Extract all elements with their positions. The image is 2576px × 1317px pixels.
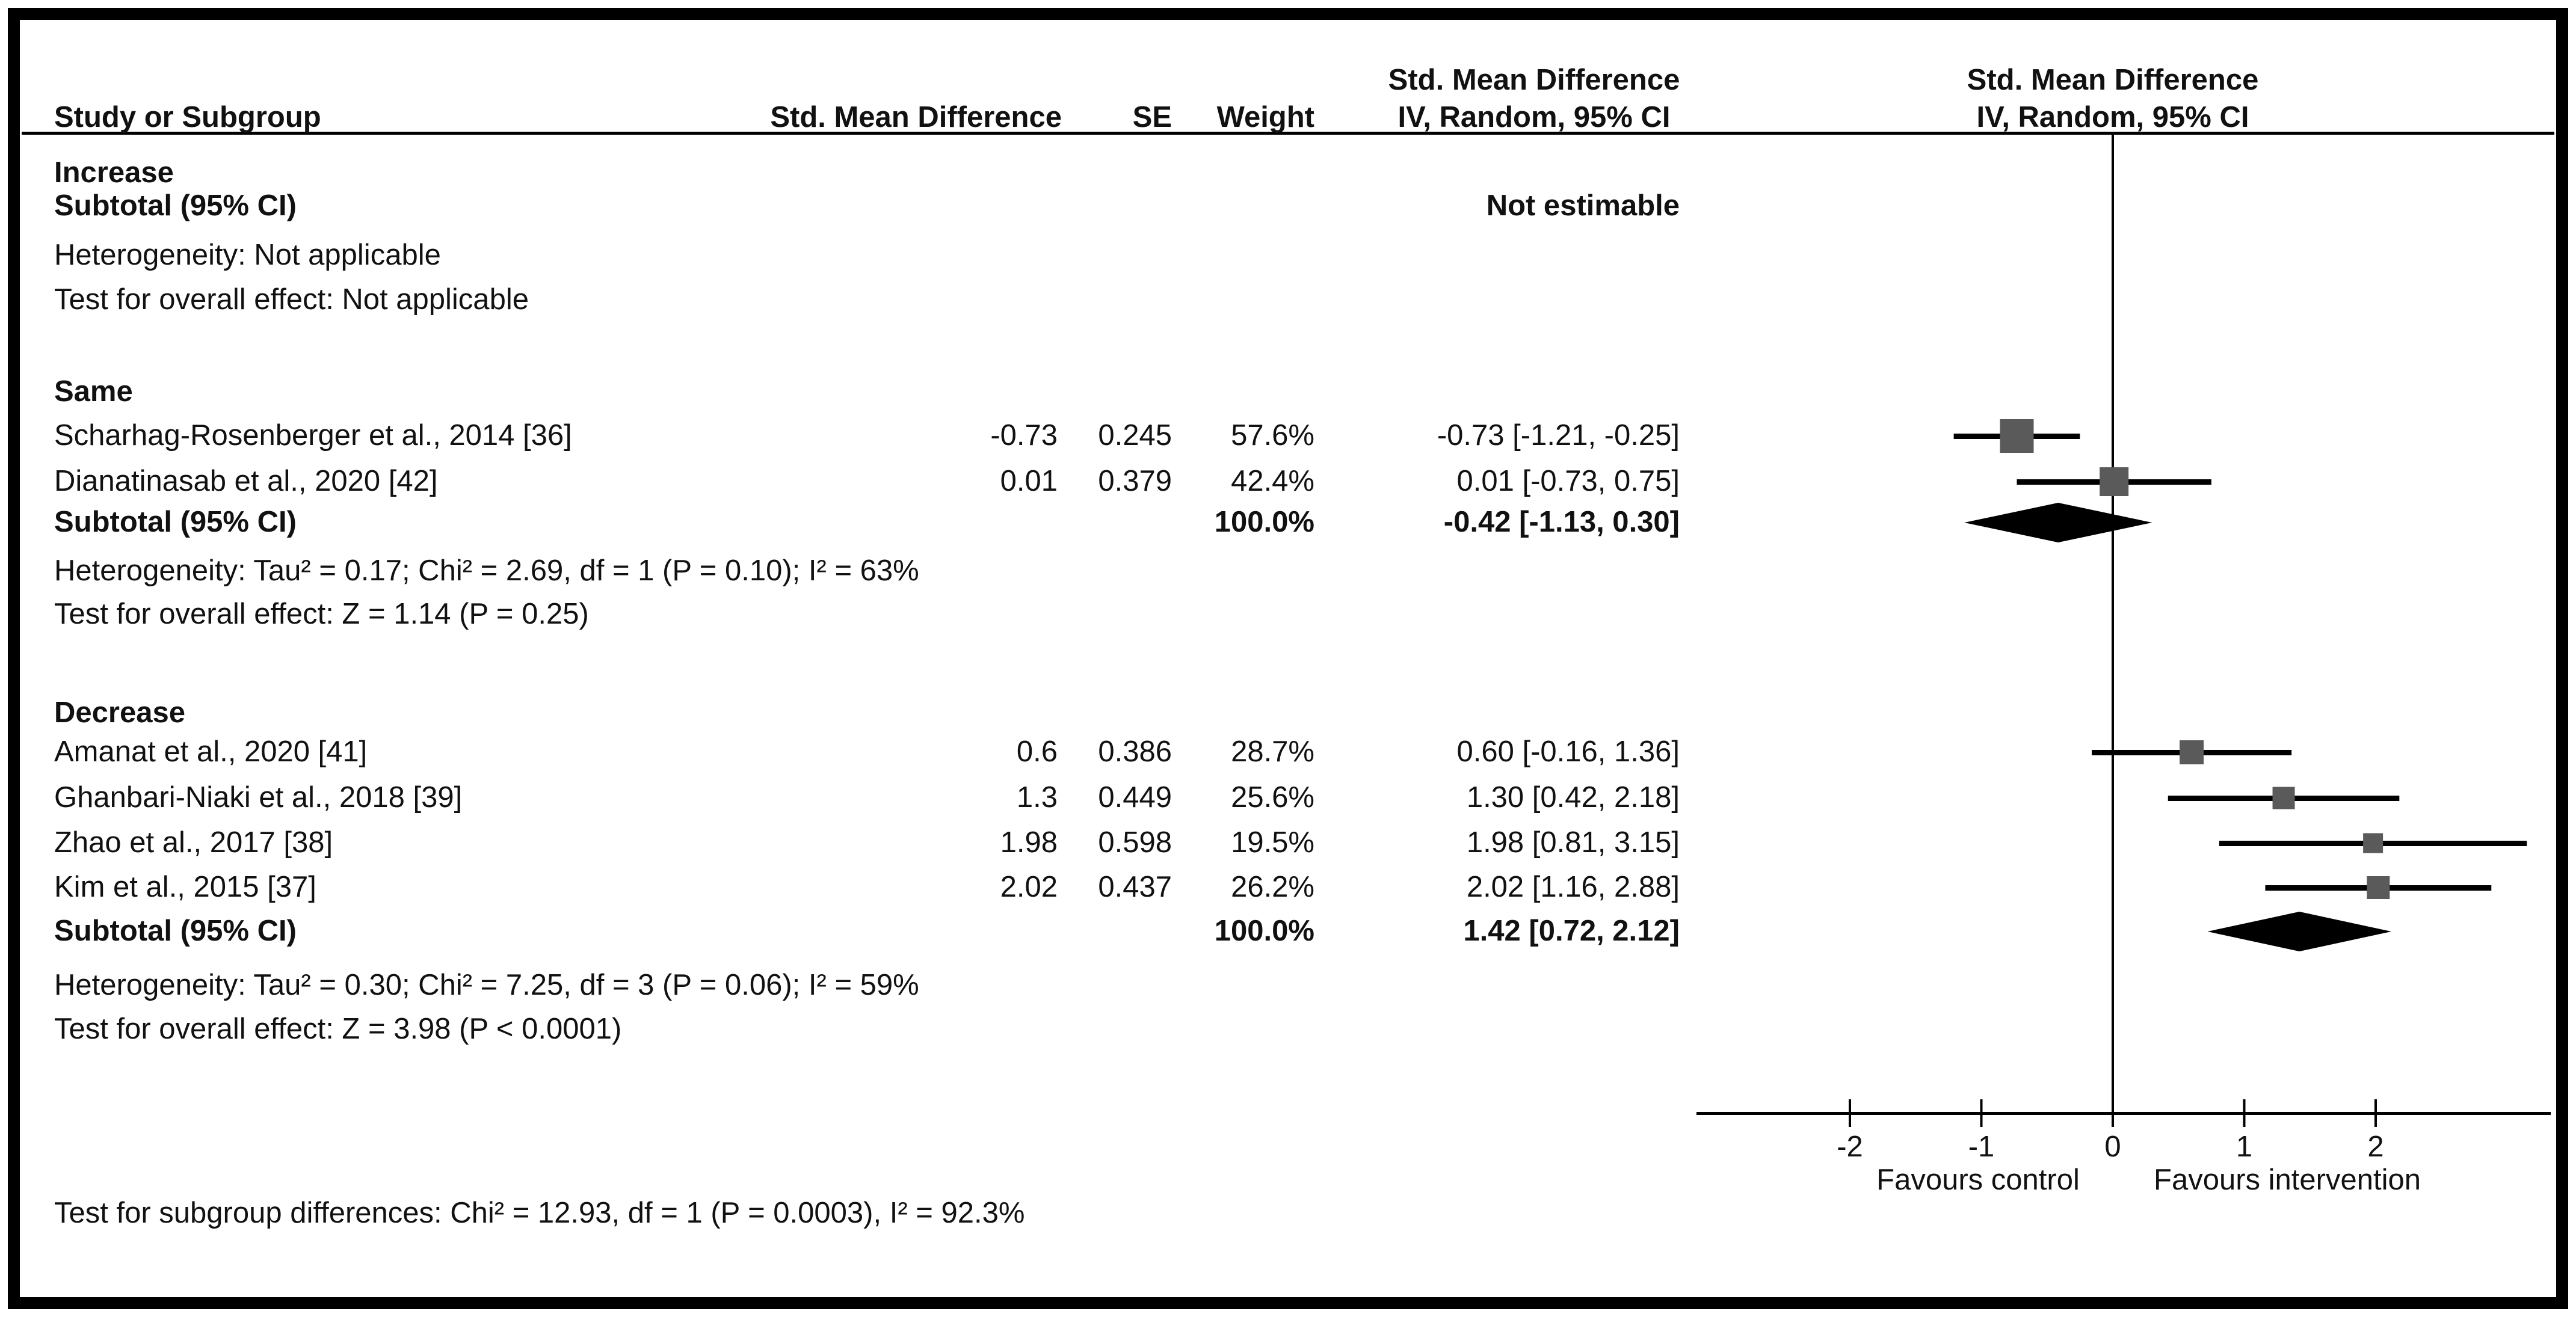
study-weight: 25.6% <box>1231 781 1314 814</box>
study-weight: 19.5% <box>1231 826 1314 859</box>
heterogeneity-text: Heterogeneity: Not applicable <box>54 239 441 272</box>
study-se: 0.245 <box>1098 419 1172 452</box>
study-ci-text: 0.01 [-0.73, 0.75] <box>1456 465 1680 498</box>
figure-border <box>8 8 2568 1309</box>
effect-square <box>2363 833 2383 853</box>
study-name: Amanat et al., 2020 [41] <box>54 735 368 769</box>
null-effect-line <box>2112 134 2114 1113</box>
axis-tick--2 <box>1849 1099 1851 1127</box>
study-ci-text: 1.30 [0.42, 2.18] <box>1466 781 1680 814</box>
subtotal-diamond <box>1964 503 2152 542</box>
subgroup-differences-test: Test for subgroup differences: Chi² = 12… <box>54 1197 1025 1230</box>
study-weight: 42.4% <box>1231 465 1314 498</box>
study-smd: 2.02 <box>1000 871 1058 904</box>
study-se: 0.386 <box>1098 735 1172 769</box>
study-ci-text: 1.98 [0.81, 3.15] <box>1466 826 1680 859</box>
study-name: Scharhag-Rosenberger et al., 2014 [36] <box>54 419 572 452</box>
study-weight: 26.2% <box>1231 871 1314 904</box>
study-weight: 57.6% <box>1231 419 1314 452</box>
axis-tick-label-0: 0 <box>2104 1131 2121 1164</box>
subtotal-label: Subtotal (95% CI) <box>54 189 297 223</box>
column-header-ci-line2: IV, Random, 95% CI <box>1397 101 1671 134</box>
study-name: Zhao et al., 2017 [38] <box>54 826 333 859</box>
column-header-se: SE <box>1132 101 1172 134</box>
plot-header-line1: Std. Mean Difference <box>1967 64 2259 97</box>
overall-effect-text: Test for overall effect: Z = 1.14 (P = 0… <box>54 598 589 631</box>
axis-tick-0 <box>2112 1099 2114 1127</box>
subtotal-weight: 100.0% <box>1214 915 1314 948</box>
column-header-ci-line1: Std. Mean Difference <box>1388 64 1680 97</box>
study-ci-text: -0.73 [-1.21, -0.25] <box>1437 419 1680 452</box>
study-se: 0.598 <box>1098 826 1172 859</box>
study-ci-text: 0.60 [-0.16, 1.36] <box>1456 735 1680 769</box>
study-se: 0.437 <box>1098 871 1172 904</box>
header-underline <box>22 132 2554 135</box>
axis-tick-2 <box>2374 1099 2377 1127</box>
axis-tick--1 <box>1980 1099 1983 1127</box>
study-weight: 28.7% <box>1231 735 1314 769</box>
effect-square <box>2272 787 2295 809</box>
axis-tick-label--2: -2 <box>1837 1131 1863 1164</box>
favours-control-label: Favours control <box>1876 1164 2080 1197</box>
study-se: 0.449 <box>1098 781 1172 814</box>
study-ci-text: 2.02 [1.16, 2.88] <box>1466 871 1680 904</box>
heterogeneity-text: Heterogeneity: Tau² = 0.17; Chi² = 2.69,… <box>54 554 919 588</box>
favours-intervention-label: Favours intervention <box>2154 1164 2421 1197</box>
heterogeneity-text: Heterogeneity: Tau² = 0.30; Chi² = 7.25,… <box>54 969 919 1002</box>
study-smd: 0.01 <box>1000 465 1058 498</box>
effect-square <box>2367 876 2390 899</box>
column-header-study: Study or Subgroup <box>54 101 321 134</box>
subtotal-weight: 100.0% <box>1214 506 1314 539</box>
effect-square <box>2100 467 2129 496</box>
axis-tick-label-2: 2 <box>2367 1131 2384 1164</box>
overall-effect-text: Test for overall effect: Not applicable <box>54 283 529 316</box>
subtotal-ci-text: Not estimable <box>1486 189 1680 223</box>
subtotal-ci-text: 1.42 [0.72, 2.12] <box>1463 915 1680 948</box>
study-smd: -0.73 <box>990 419 1058 452</box>
study-name: Kim et al., 2015 [37] <box>54 871 316 904</box>
column-header-smd: Std. Mean Difference <box>770 101 1062 134</box>
subgroup-name: Decrease <box>54 696 185 729</box>
axis-tick-label--1: -1 <box>1968 1131 1995 1164</box>
plot-header-line2: IV, Random, 95% CI <box>1976 101 2249 134</box>
effect-square <box>2000 419 2034 453</box>
study-se: 0.379 <box>1098 465 1172 498</box>
column-header-weight: Weight <box>1216 101 1314 134</box>
study-smd: 1.3 <box>1016 781 1058 814</box>
subtotal-diamond <box>2207 912 2392 951</box>
study-name: Dianatinasab et al., 2020 [42] <box>54 465 438 498</box>
axis-tick-label-1: 1 <box>2236 1131 2253 1164</box>
study-name: Ghanbari-Niaki et al., 2018 [39] <box>54 781 463 814</box>
study-smd: 0.6 <box>1016 735 1058 769</box>
effect-square <box>2180 740 2204 764</box>
overall-effect-text: Test for overall effect: Z = 3.98 (P < 0… <box>54 1013 622 1046</box>
x-axis-line <box>1696 1112 2551 1115</box>
subgroup-name: Increase <box>54 156 174 189</box>
subgroup-name: Same <box>54 375 133 408</box>
subtotal-ci-text: -0.42 [-1.13, 0.30] <box>1443 506 1680 539</box>
axis-tick-1 <box>2243 1099 2246 1127</box>
subtotal-label: Subtotal (95% CI) <box>54 915 297 948</box>
study-smd: 1.98 <box>1000 826 1058 859</box>
subtotal-label: Subtotal (95% CI) <box>54 506 297 539</box>
